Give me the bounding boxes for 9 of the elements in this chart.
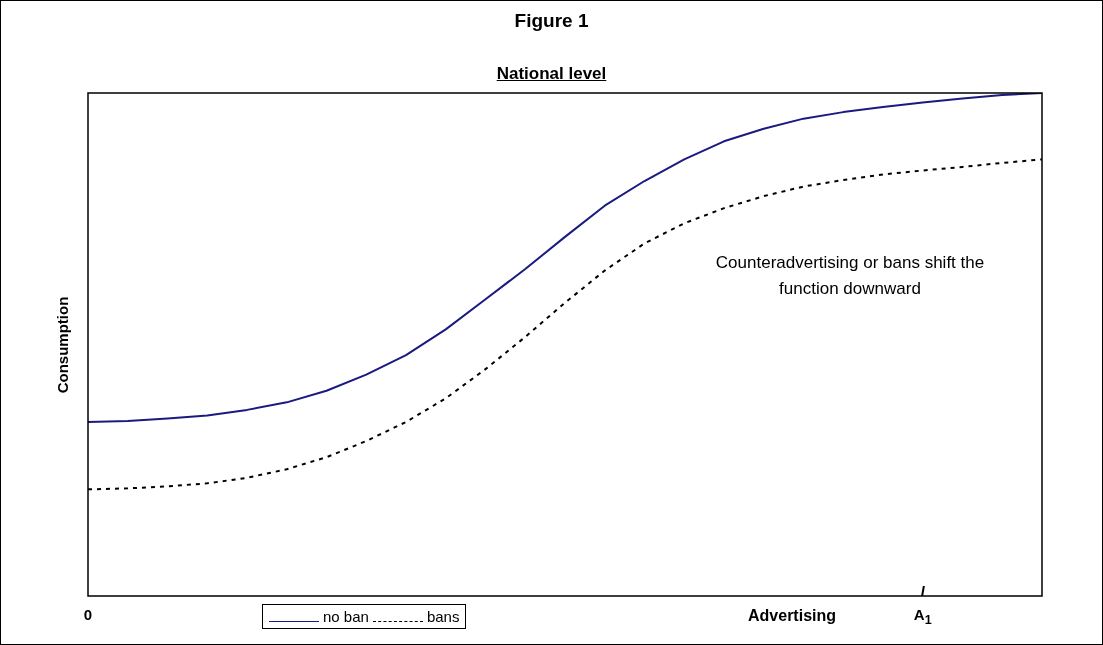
annotation: Counteradvertising or bans shift the function downward [714, 252, 986, 300]
legend-label: bans [426, 608, 460, 625]
y-axis-title: Consumption [53, 296, 71, 394]
x-tick-label: 0 [83, 606, 93, 623]
legend-label: no ban [323, 608, 369, 625]
chart-subtitle: National level [495, 64, 608, 84]
chart-title: Figure 1 [513, 10, 590, 32]
x-tick-label: A$_{1}$ [913, 606, 932, 627]
x-axis-title: Advertising [748, 607, 837, 625]
